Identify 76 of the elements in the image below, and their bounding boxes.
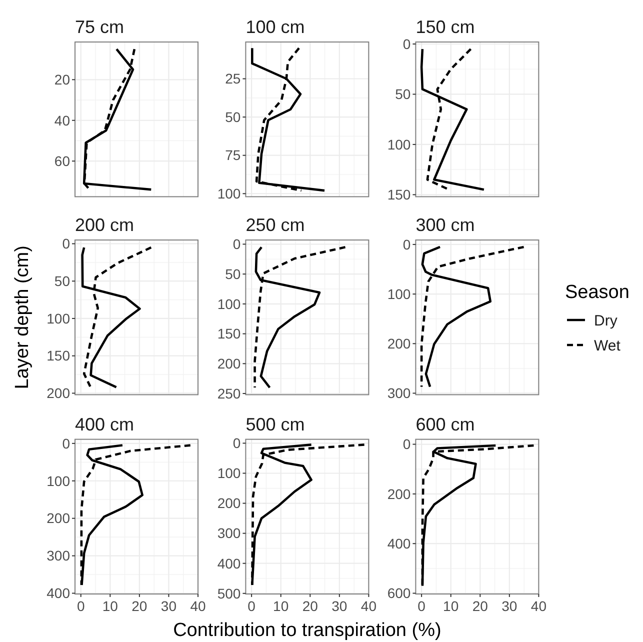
y-tick-label: 300	[217, 525, 241, 542]
y-tick-label: 25	[225, 70, 241, 87]
chart-title: 300 cm	[416, 215, 475, 235]
line-series	[82, 246, 152, 388]
y-tick-label: 100	[387, 286, 411, 302]
y-tick-label: 200	[217, 356, 241, 372]
line-series	[254, 246, 346, 389]
y-tick-label: 100	[46, 472, 70, 489]
x-tick-label: 10	[273, 598, 289, 614]
y-axis-title: Layer depth (cm)	[12, 246, 33, 390]
y-tick-label: 200	[387, 336, 411, 352]
x-tick-label: 20	[472, 598, 488, 614]
x-tick-label: 0	[248, 598, 256, 614]
y-tick-label: 50	[225, 108, 241, 125]
chart-title: 600 cm	[416, 414, 475, 434]
line-series	[82, 48, 152, 191]
y-tick-label: 50	[54, 273, 70, 290]
x-tick-label: 40	[190, 598, 206, 614]
y-tick-label: 0	[402, 236, 411, 252]
line-series	[420, 48, 486, 191]
y-tick-label: 50	[225, 266, 241, 282]
x-tick-label: 0	[76, 598, 85, 614]
y-tick-label: 100	[387, 136, 411, 152]
y-tick-label: 100	[217, 296, 241, 312]
chart-title: 500 cm	[246, 414, 305, 434]
y-tick-label: 20	[54, 72, 70, 88]
y-tick-label: 100	[46, 310, 70, 326]
y-tick-label: 60	[54, 152, 70, 169]
y-tick-label: 250	[217, 385, 241, 402]
y-tick-label: 0	[62, 435, 70, 452]
y-tick-label: 200	[46, 385, 70, 402]
y-tick-label: 50	[395, 86, 411, 102]
y-tick-label: 500	[217, 585, 241, 602]
y-tick-label: 0	[232, 236, 241, 252]
y-tick-label: 200	[217, 495, 241, 512]
x-tick-label: 30	[502, 598, 518, 614]
y-tick-label: 0	[402, 436, 411, 452]
legend-label: Dry	[594, 312, 618, 330]
y-tick-label: 100	[217, 186, 241, 202]
chart-title: 200 cm	[75, 215, 134, 235]
x-tick-label: 20	[302, 598, 318, 614]
chart-title: 150 cm	[416, 17, 475, 37]
chart-title: 75 cm	[75, 17, 124, 37]
y-tick-label: 400	[387, 535, 411, 552]
x-tick-label: 10	[443, 598, 459, 614]
y-tick-label: 200	[46, 510, 70, 526]
y-tick-label: 200	[387, 486, 411, 502]
y-tick-label: 150	[46, 348, 70, 364]
legend-title: Season	[565, 282, 630, 303]
x-tick-label: 20	[132, 598, 148, 614]
y-tick-label: 400	[217, 555, 241, 572]
y-tick-label: 0	[232, 435, 241, 452]
y-tick-label: 600	[387, 585, 411, 602]
line-series	[250, 46, 326, 192]
y-tick-label: 300	[387, 385, 411, 402]
chart-title: 250 cm	[246, 215, 305, 235]
y-tick-label: 100	[217, 465, 241, 482]
y-tick-label: 400	[46, 585, 70, 602]
y-tick-label: 40	[54, 112, 70, 128]
y-tick-label: 0	[62, 236, 70, 252]
x-tick-label: 0	[418, 598, 426, 614]
x-tick-label: 30	[332, 598, 348, 614]
y-tick-label: 150	[387, 186, 411, 203]
chart-title: 400 cm	[75, 414, 134, 434]
line-series	[420, 246, 525, 388]
legend-label: Wet	[594, 337, 622, 354]
x-tick-label: 10	[102, 598, 118, 614]
x-tick-label: 40	[360, 598, 377, 614]
y-tick-label: 75	[225, 147, 241, 164]
y-tick-label: 300	[46, 548, 70, 564]
chart-title: 100 cm	[246, 17, 305, 37]
x-tick-label: 30	[160, 598, 177, 614]
y-tick-label: 0	[402, 36, 411, 52]
x-tick-label: 40	[530, 598, 547, 614]
x-axis-title: Contribution to transpiration (%)	[173, 620, 442, 641]
y-tick-label: 150	[217, 326, 241, 342]
